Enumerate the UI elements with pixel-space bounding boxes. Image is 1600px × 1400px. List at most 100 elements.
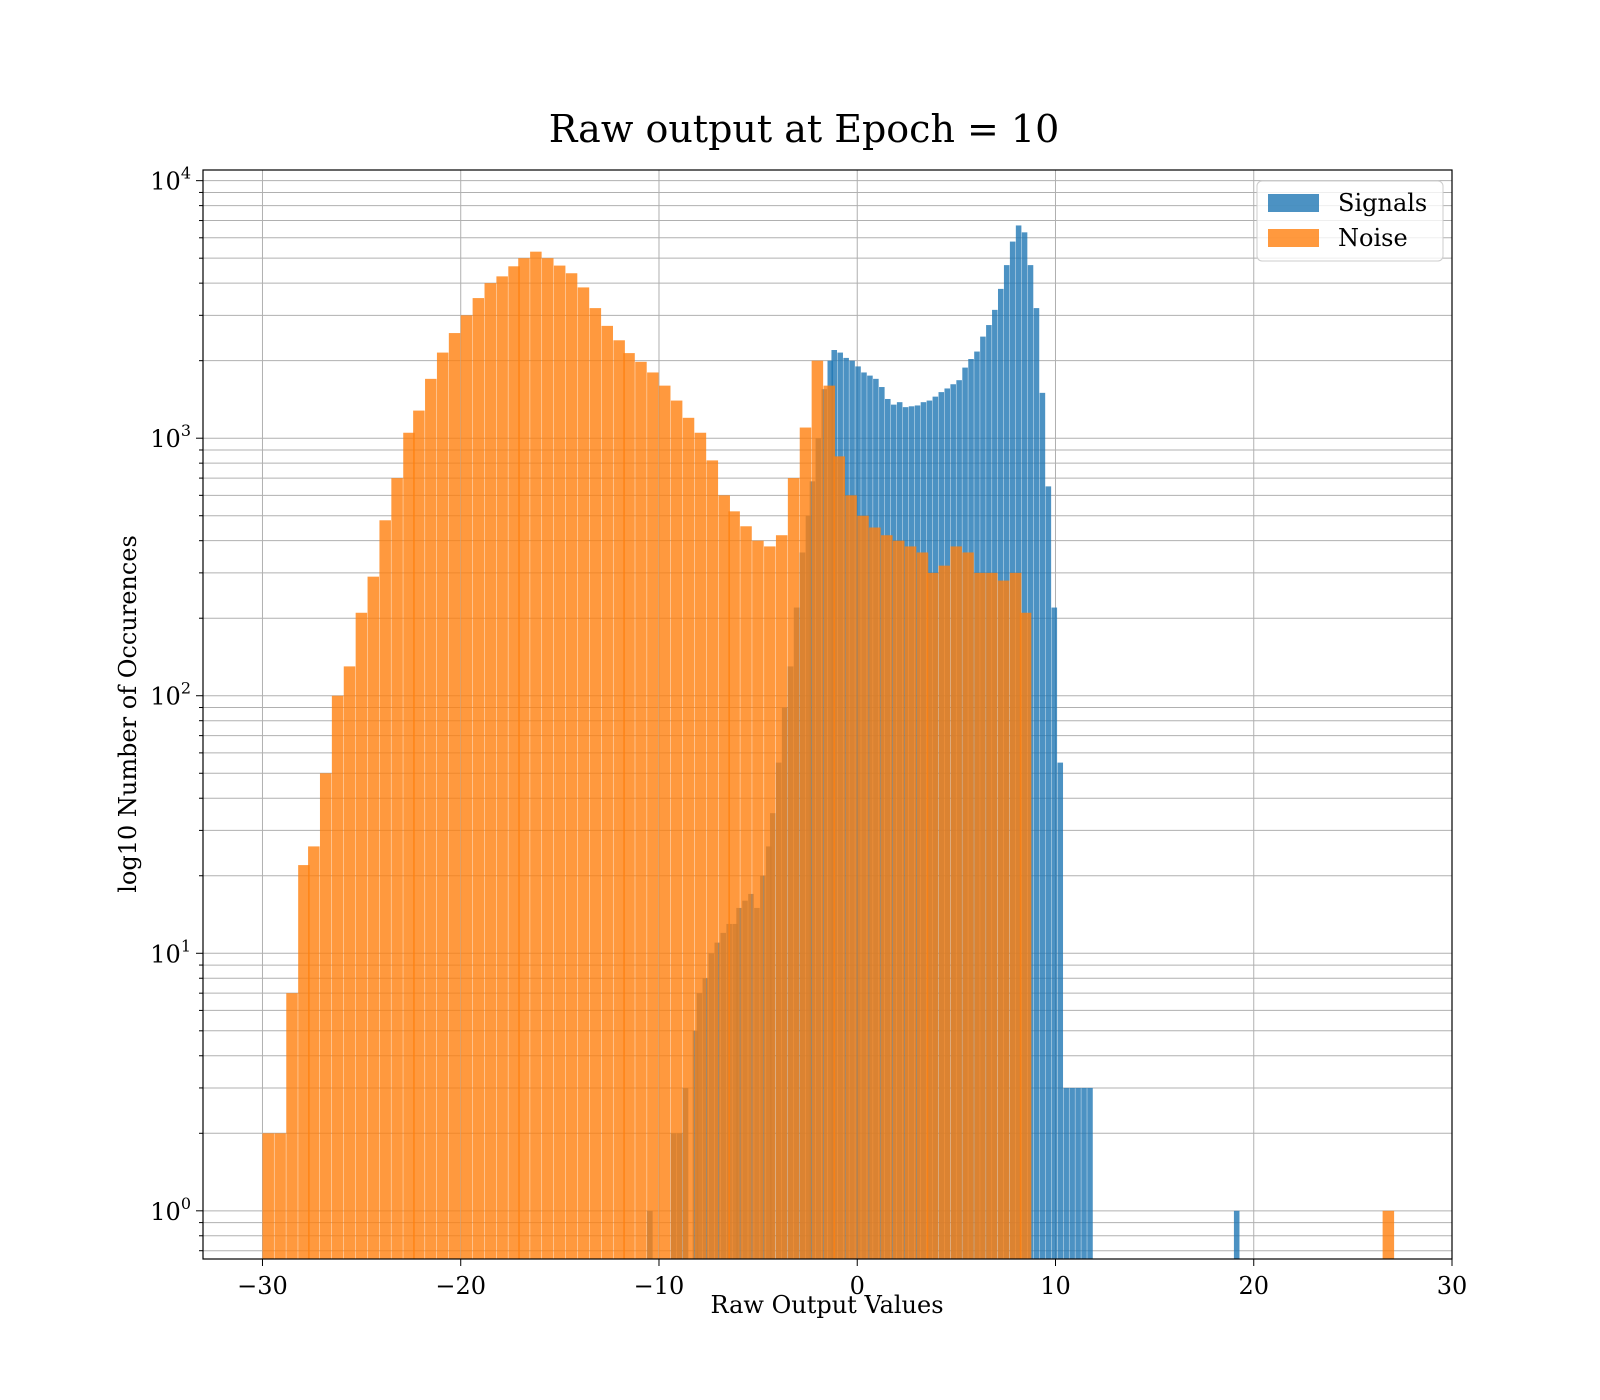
signals-bar <box>1057 762 1064 1259</box>
signals-bar <box>1087 1087 1093 1259</box>
noise-bar <box>460 315 473 1259</box>
noise-bar <box>565 273 578 1259</box>
x-tick-label: 10 <box>1040 1272 1071 1300</box>
noise-bar <box>670 400 683 1259</box>
noise-bar <box>518 258 530 1259</box>
noise-bar <box>436 352 449 1260</box>
noise-bar <box>694 432 707 1259</box>
noise-bar <box>601 325 613 1259</box>
noise-bar <box>764 546 776 1259</box>
noise-bar <box>496 276 508 1259</box>
noise-bar <box>319 773 332 1259</box>
noise-bar <box>950 546 962 1259</box>
noise-bar <box>343 666 356 1259</box>
y-tick-label: 100 <box>150 1194 191 1226</box>
noise-bar <box>530 251 542 1260</box>
noise-bar <box>799 427 812 1259</box>
signals-bar <box>1039 392 1046 1259</box>
noise-bar <box>682 417 695 1259</box>
x-tick-label: −20 <box>435 1272 486 1300</box>
signals-bar <box>1075 1087 1081 1259</box>
x-axis-label: Raw Output Values <box>710 1291 943 1319</box>
y-tick-label: 101 <box>150 936 191 968</box>
noise-bar <box>845 495 857 1259</box>
noise-bar <box>811 360 824 1259</box>
noise-bar <box>413 410 425 1259</box>
noise-bar <box>623 353 635 1259</box>
y-axis-label: log10 Number of Occurences <box>114 535 142 893</box>
legend-label-noise: Noise <box>1338 224 1408 252</box>
legend-swatch-noise <box>1268 229 1319 247</box>
noise-bar <box>286 993 298 1259</box>
noise-bar <box>926 572 939 1259</box>
y-tick-label: 104 <box>150 164 191 196</box>
x-tick-label: 30 <box>1437 1272 1468 1300</box>
y-tick-label: 103 <box>150 421 191 453</box>
signals-bar <box>1069 1087 1075 1259</box>
x-tick-label: 0 <box>850 1272 865 1300</box>
noise-bar <box>997 580 1010 1259</box>
chart-title: Raw output at Epoch = 10 <box>549 107 1060 151</box>
noise-bar <box>728 511 740 1259</box>
noise-bar <box>367 576 380 1259</box>
noise-bar <box>484 283 497 1259</box>
noise-bar <box>1382 1210 1395 1259</box>
noise-bar <box>508 266 520 1259</box>
x-tick-label: −10 <box>634 1272 685 1300</box>
signals-bar <box>1045 486 1052 1259</box>
noise-bar <box>986 572 998 1259</box>
noise-bar <box>379 520 391 1259</box>
noise-bar <box>706 460 719 1259</box>
noise-bar <box>962 552 974 1259</box>
noise-bar <box>718 495 730 1259</box>
noise-bar <box>613 340 625 1259</box>
noise-bar <box>635 361 647 1260</box>
noise-bar <box>833 456 845 1259</box>
x-tick-label: 20 <box>1238 1272 1269 1300</box>
noise-bar <box>542 258 554 1259</box>
y-tick-label: 102 <box>150 679 191 711</box>
noise-bar <box>823 385 836 1259</box>
legend-label-signals: Signals <box>1338 189 1427 217</box>
noise-bar <box>740 526 752 1259</box>
noise-bar <box>892 540 905 1259</box>
noise-bar <box>974 572 986 1259</box>
noise-bar <box>916 552 929 1259</box>
noise-bar <box>775 535 788 1259</box>
series-noise <box>262 251 1395 1260</box>
noise-bar <box>308 846 320 1259</box>
signals-bar <box>1081 1087 1087 1259</box>
plot-frame <box>202 169 1453 1260</box>
signals-bar <box>1233 1210 1240 1259</box>
noise-bar <box>938 565 951 1259</box>
noise-bar <box>553 265 566 1259</box>
signals-bar <box>1051 607 1058 1259</box>
noise-bar <box>647 372 659 1259</box>
noise-bar <box>355 612 368 1259</box>
noise-bar <box>577 287 590 1260</box>
noise-bar <box>298 865 310 1259</box>
signals-bar <box>1033 308 1040 1259</box>
noise-bar <box>472 298 485 1259</box>
noise-bar <box>904 546 917 1259</box>
noise-bar <box>658 385 671 1259</box>
noise-bar <box>752 540 764 1259</box>
axis-ticks: −30 −20 −10 0 10 20 30 100 101 102 103 104 <box>150 164 1467 1300</box>
noise-bar <box>787 478 800 1259</box>
noise-bar <box>262 1133 274 1259</box>
noise-bar <box>589 308 602 1259</box>
x-tick-label: −30 <box>237 1272 288 1300</box>
noise-bar <box>857 515 869 1259</box>
noise-bar <box>403 432 415 1259</box>
legend: Signals Noise <box>1256 180 1444 262</box>
noise-bar <box>881 535 893 1259</box>
noise-bar <box>425 378 437 1259</box>
noise-bar <box>1019 612 1032 1259</box>
noise-bar <box>448 333 461 1259</box>
noise-bar <box>391 478 403 1259</box>
legend-swatch-signals <box>1268 194 1319 212</box>
noise-bar <box>274 1133 286 1259</box>
noise-bar <box>1009 572 1022 1259</box>
signals-bar <box>1063 1087 1069 1259</box>
